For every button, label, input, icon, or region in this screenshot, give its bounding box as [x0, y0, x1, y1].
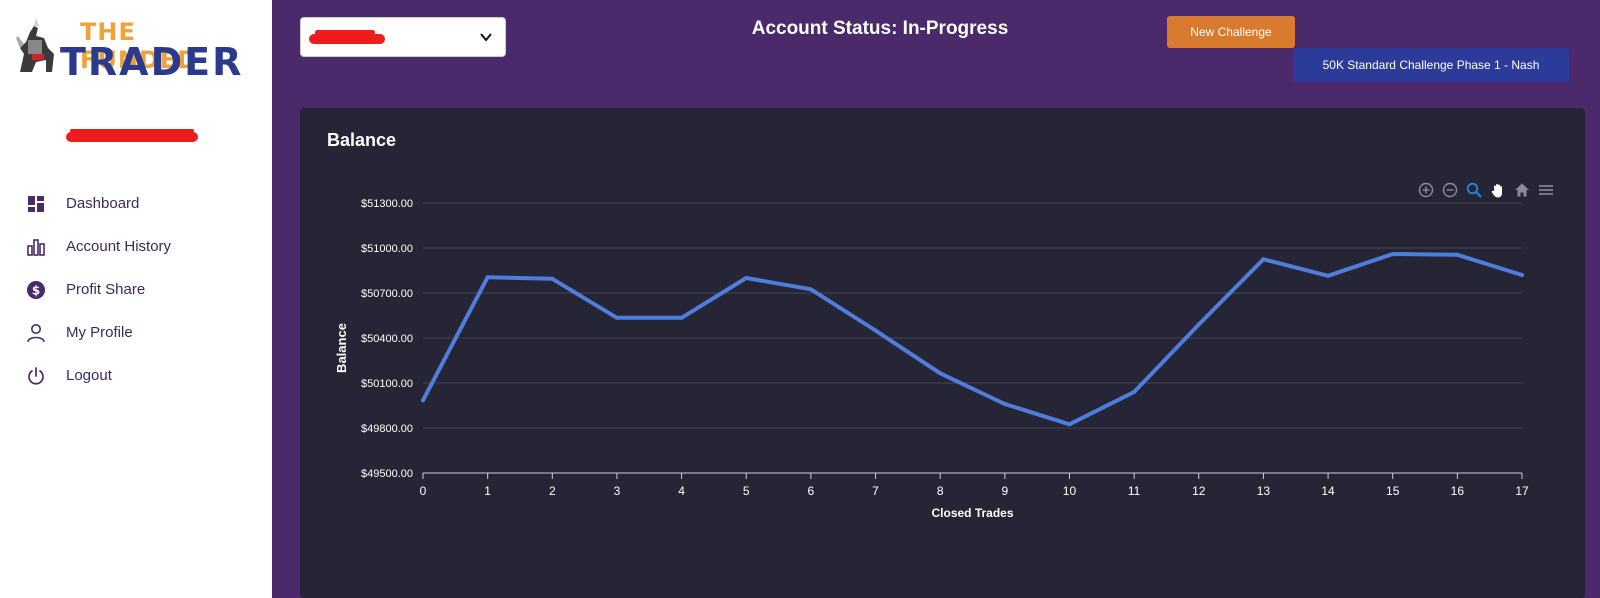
sidebar-item-label: Account History — [66, 238, 172, 255]
new-challenge-button[interactable]: New Challenge — [1167, 16, 1295, 48]
x-tick-label: 7 — [872, 484, 879, 498]
data-point[interactable] — [808, 287, 813, 292]
zoom-in-icon[interactable] — [1416, 180, 1436, 200]
x-tick-label: 8 — [937, 484, 944, 498]
chart-title: Balance — [327, 130, 397, 150]
challenge-name-badge: 50K Standard Challenge Phase 1 - Nash — [1293, 48, 1569, 82]
y-axis-title: Balance — [334, 323, 349, 373]
sidebar-item-dashboard[interactable]: Dashboard — [0, 182, 272, 225]
x-axis-tick-marks — [422, 473, 1523, 479]
home-reset-icon[interactable] — [1512, 180, 1532, 200]
x-tick-label: 4 — [678, 484, 685, 498]
data-point[interactable] — [1326, 273, 1331, 278]
data-point[interactable] — [1390, 252, 1395, 256]
zoom-out-icon[interactable] — [1440, 180, 1460, 200]
x-tick-label: 1 — [484, 484, 491, 498]
brand-logo[interactable]: THE FUNDED TRADER — [14, 14, 254, 84]
balance-series-line — [421, 252, 1524, 427]
grid-lines — [423, 202, 1522, 429]
data-point[interactable] — [938, 371, 943, 376]
sidebar-item-my-profile[interactable]: My Profile — [0, 311, 272, 354]
data-point[interactable] — [1002, 402, 1007, 406]
x-tick-label: 17 — [1515, 484, 1529, 498]
sidebar-item-label: Dashboard — [66, 195, 140, 212]
data-point[interactable] — [873, 328, 878, 333]
x-tick-label: 6 — [808, 484, 815, 498]
sidebar-nav: Dashboard Account History $ Profit Share… — [0, 182, 272, 397]
data-point[interactable] — [1520, 273, 1524, 277]
redacted-account-id — [309, 30, 385, 44]
sidebar-item-logout[interactable]: Logout — [0, 354, 272, 397]
x-tick-label: 14 — [1321, 484, 1335, 498]
sidebar: THE FUNDED TRADER Dashboard Account Hist… — [0, 0, 272, 598]
y-tick-label: $51300.00 — [361, 198, 413, 210]
menu-icon[interactable] — [1536, 180, 1556, 200]
balance-chart-panel: Balance $49500.00 $49800.00 $50100.00 $5040… — [300, 108, 1585, 598]
x-tick-label: 0 — [420, 484, 427, 498]
data-point[interactable] — [550, 276, 555, 281]
sidebar-item-label: Logout — [66, 367, 112, 384]
x-tick-label: 16 — [1451, 484, 1465, 498]
sidebar-item-label: Profit Share — [66, 281, 146, 298]
dashboard-icon — [26, 194, 46, 214]
x-tick-label: 12 — [1192, 484, 1206, 498]
y-tick-label: $49800.00 — [361, 423, 413, 435]
data-point[interactable] — [1196, 322, 1201, 327]
user-icon — [26, 323, 46, 343]
balance-data-points — [421, 252, 1524, 427]
account-status-title: Account Status: In-Progress — [751, 18, 1009, 39]
data-point[interactable] — [421, 398, 425, 403]
data-point[interactable] — [1067, 422, 1072, 427]
chevron-down-icon — [480, 33, 492, 42]
data-point[interactable] — [1455, 252, 1460, 257]
y-tick-label: $49500.00 — [361, 468, 413, 480]
x-tick-label: 9 — [1001, 484, 1008, 498]
bar-chart-icon — [26, 237, 46, 257]
y-tick-label: $50400.00 — [361, 333, 413, 345]
zoom-select-icon[interactable] — [1464, 180, 1484, 200]
data-point[interactable] — [744, 276, 749, 280]
x-tick-label: 13 — [1257, 484, 1271, 498]
data-point[interactable] — [679, 315, 684, 320]
brand-line2: TRADER — [60, 40, 244, 84]
knight-logo-icon — [16, 18, 54, 72]
data-point[interactable] — [485, 275, 490, 280]
brand-line1: THE FUNDED — [80, 18, 199, 74]
svg-text:$: $ — [32, 283, 40, 297]
redacted-username — [66, 129, 198, 142]
dollar-icon: $ — [26, 280, 46, 300]
x-tick-label: 15 — [1386, 484, 1400, 498]
y-tick-label: $50100.00 — [361, 378, 413, 390]
power-icon — [26, 366, 46, 386]
x-tick-label: 2 — [549, 484, 556, 498]
x-tick-label: 5 — [743, 484, 750, 498]
x-tick-label: 11 — [1128, 484, 1141, 498]
chart-toolbar — [1416, 180, 1556, 200]
sidebar-item-label: My Profile — [66, 324, 133, 341]
y-axis-tick-labels: $49500.00 $49800.00 $50100.00 $50400.00 $507… — [361, 198, 413, 480]
y-tick-label: $50700.00 — [361, 288, 413, 300]
account-select[interactable] — [300, 17, 506, 57]
y-tick-label: $51000.00 — [361, 243, 413, 255]
balance-line-chart: $49500.00 $49800.00 $50100.00 $50400.00 $507… — [334, 198, 1529, 520]
x-axis-tick-labels: 0 1 2 3 4 5 6 7 8 9 10 11 12 13 14 15 16 17 — [420, 484, 1529, 498]
data-point[interactable] — [614, 315, 619, 320]
data-point[interactable] — [1132, 390, 1137, 394]
sidebar-item-profit-share[interactable]: $ Profit Share — [0, 268, 272, 311]
x-axis-title: Closed Trades — [931, 506, 1013, 520]
x-tick-label: 3 — [614, 484, 621, 498]
sidebar-item-account-history[interactable]: Account History — [0, 225, 272, 268]
pan-hand-icon[interactable] — [1488, 180, 1508, 200]
data-point[interactable] — [1261, 257, 1266, 262]
x-tick-label: 10 — [1063, 484, 1077, 498]
